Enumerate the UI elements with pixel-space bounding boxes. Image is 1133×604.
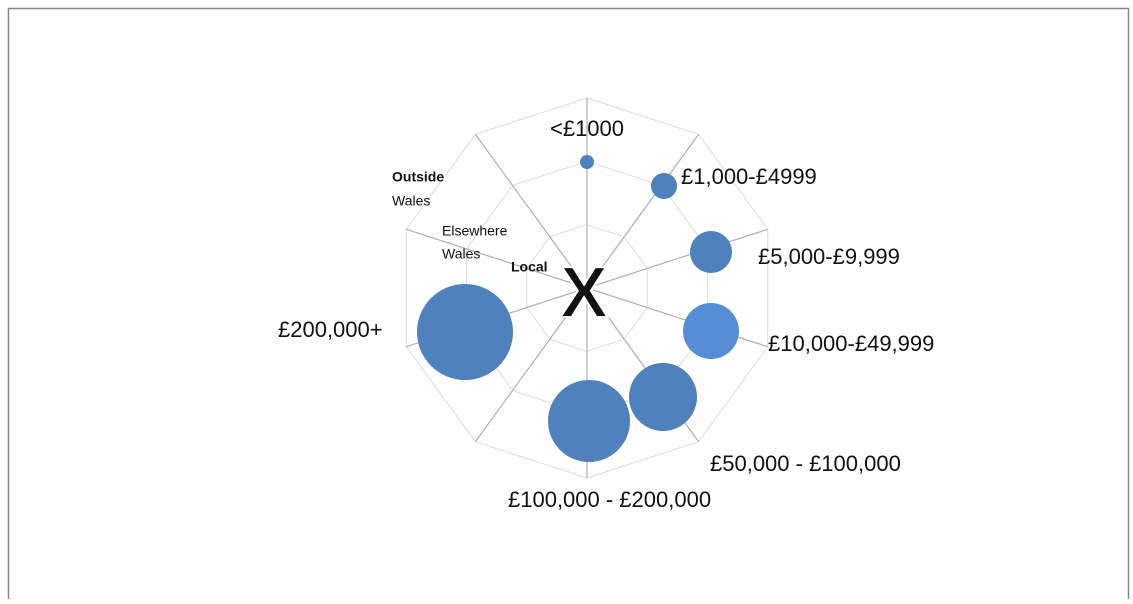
spoke	[406, 228, 588, 289]
category-label: £10,000-£49,999	[768, 331, 934, 356]
category-label: £5,000-£9,999	[758, 244, 900, 269]
category-label: £50,000 - £100,000	[710, 451, 901, 476]
category-label: £200,000+	[278, 317, 383, 342]
spoke	[586, 287, 768, 348]
bubble	[629, 363, 697, 431]
bubble	[417, 284, 513, 380]
ring-label: Local	[511, 259, 548, 275]
bubble	[580, 155, 594, 169]
bubble	[690, 231, 732, 273]
category-label: £1,000-£4999	[681, 164, 817, 189]
ring-label: Elsewhere	[442, 223, 508, 239]
bubble	[548, 380, 630, 462]
spoke	[474, 133, 588, 289]
center-mark: X	[560, 253, 608, 333]
category-label: <£1000	[550, 116, 624, 141]
ring-label: Outside	[392, 169, 444, 185]
frame	[7, 7, 1130, 604]
ring-label: Wales	[392, 193, 430, 209]
ring-label: Wales	[442, 246, 480, 262]
bubbles	[417, 155, 739, 462]
spoke	[586, 133, 700, 289]
category-label: £100,000 - £200,000	[508, 487, 711, 512]
spoke	[586, 228, 768, 289]
radar-web	[405, 97, 769, 479]
spoke	[474, 287, 588, 443]
bubble	[683, 303, 739, 359]
bubble	[651, 173, 677, 199]
